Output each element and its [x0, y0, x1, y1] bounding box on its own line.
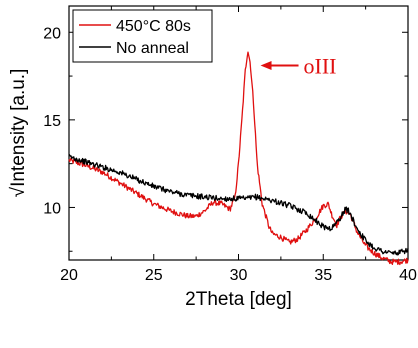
annotation-label: oIII — [304, 54, 337, 79]
x-tick-label: 30 — [230, 267, 248, 284]
legend: 450°C 80s No anneal — [72, 9, 213, 63]
series-line-no-anneal — [68, 153, 409, 256]
y-tick-label: 20 — [43, 25, 61, 42]
x-axis-label: 2Theta [deg] — [185, 289, 292, 310]
x-tick-label: 25 — [145, 267, 163, 284]
x-tick-label: 20 — [60, 267, 78, 284]
legend-label-450c-80s: 450°C 80s — [116, 18, 191, 35]
x-tick-label: 40 — [399, 267, 417, 284]
y-tick-label: 15 — [43, 113, 61, 130]
y-axis-label: √Intensity [a.u.] — [8, 69, 29, 198]
legend-box — [72, 9, 213, 63]
x-tick-label: 35 — [314, 267, 332, 284]
annotation-arrow-head — [260, 61, 272, 71]
series-layer — [68, 51, 409, 266]
y-tick-label: 10 — [43, 200, 61, 217]
ticks-layer: 20 25 30 35 40 10 15 20 — [43, 6, 417, 284]
series-line-450c-80s — [68, 51, 409, 266]
annotation-oiii: oIII — [260, 54, 337, 79]
legend-label-no-anneal: No anneal — [116, 40, 189, 57]
